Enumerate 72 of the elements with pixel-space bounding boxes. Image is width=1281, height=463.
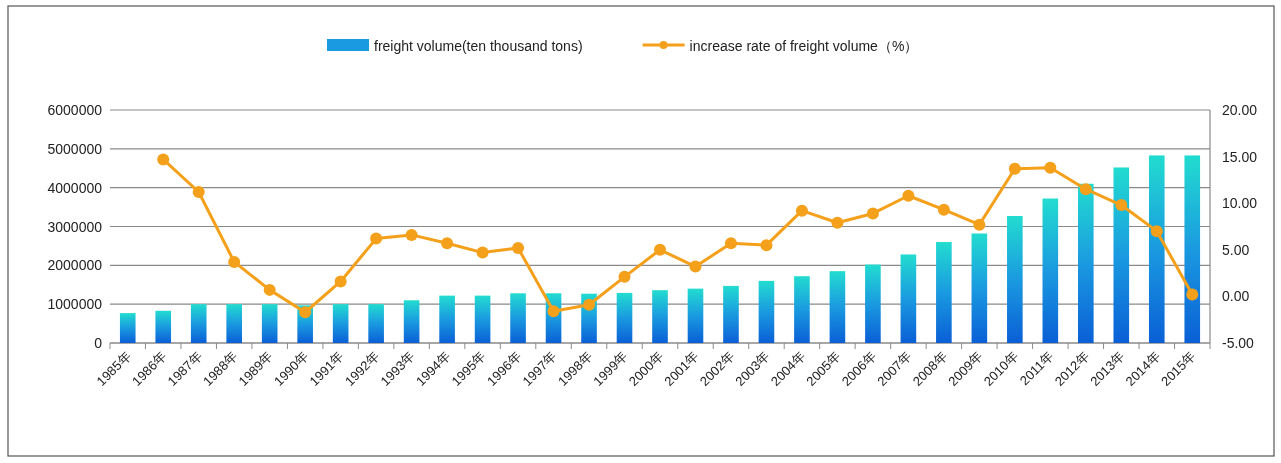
bar	[829, 271, 846, 343]
y-tick-label: 6000000	[47, 102, 103, 118]
y2-tick-label: 10.00	[1222, 195, 1258, 212]
y-tick-label: 5000000	[47, 140, 103, 157]
point	[724, 237, 737, 250]
bar	[652, 290, 668, 343]
point	[1186, 288, 1199, 301]
point	[228, 255, 241, 268]
bar	[936, 242, 952, 343]
bar	[1184, 155, 1201, 343]
bar	[1078, 183, 1094, 343]
point	[831, 216, 844, 229]
bar	[900, 254, 917, 343]
bar	[687, 288, 704, 343]
bar	[1148, 155, 1165, 343]
legend-label: freight volume(ten thousand tons)	[374, 38, 583, 54]
bar	[1042, 198, 1059, 343]
point	[866, 207, 879, 220]
bar	[155, 310, 172, 343]
y-tick-label: 3000000	[47, 218, 103, 235]
point	[1044, 161, 1057, 174]
y-tick-label: 1000000	[47, 296, 103, 313]
point	[1115, 199, 1128, 212]
bar	[723, 285, 739, 343]
bar	[261, 304, 278, 343]
point	[370, 232, 383, 245]
bar	[865, 264, 881, 343]
bar	[758, 280, 775, 343]
point	[441, 237, 454, 250]
point	[795, 204, 808, 217]
point	[263, 283, 276, 296]
y-tick-label: 2000000	[47, 257, 103, 274]
y2-tick-label: 20.00	[1222, 102, 1258, 118]
point	[476, 246, 489, 259]
point	[512, 241, 525, 254]
bar	[403, 300, 420, 343]
point	[902, 189, 915, 202]
point	[937, 203, 950, 216]
bar	[474, 295, 491, 343]
point	[1008, 162, 1021, 175]
bar	[368, 304, 384, 343]
point	[157, 153, 170, 166]
legend-label: increase rate of freight volume（%）	[689, 38, 919, 54]
y-tick-label: 4000000	[47, 179, 103, 196]
point	[299, 306, 312, 319]
bar	[971, 233, 988, 343]
y2-tick-label: 15.00	[1222, 148, 1258, 165]
y2-tick-label: 0.00	[1222, 288, 1250, 305]
point	[689, 260, 702, 273]
y2-tick-label: 5.00	[1222, 241, 1250, 258]
bar	[119, 313, 136, 343]
bar	[190, 304, 207, 343]
point	[192, 186, 205, 199]
point	[618, 270, 631, 283]
point	[405, 228, 418, 241]
point	[654, 243, 666, 256]
point	[973, 218, 986, 231]
point	[1150, 225, 1163, 238]
point	[760, 239, 773, 252]
bar	[332, 304, 349, 343]
bar	[616, 292, 633, 343]
bar	[1113, 167, 1130, 343]
bar	[794, 276, 810, 343]
y-tick-label: 0	[94, 335, 103, 351]
point	[334, 275, 347, 288]
bar	[1007, 216, 1023, 343]
bar	[226, 304, 242, 343]
y2-tick-label: -5.00	[1222, 335, 1255, 351]
bar	[439, 295, 455, 343]
point	[583, 298, 596, 311]
point	[1079, 183, 1092, 196]
bar	[510, 293, 526, 343]
